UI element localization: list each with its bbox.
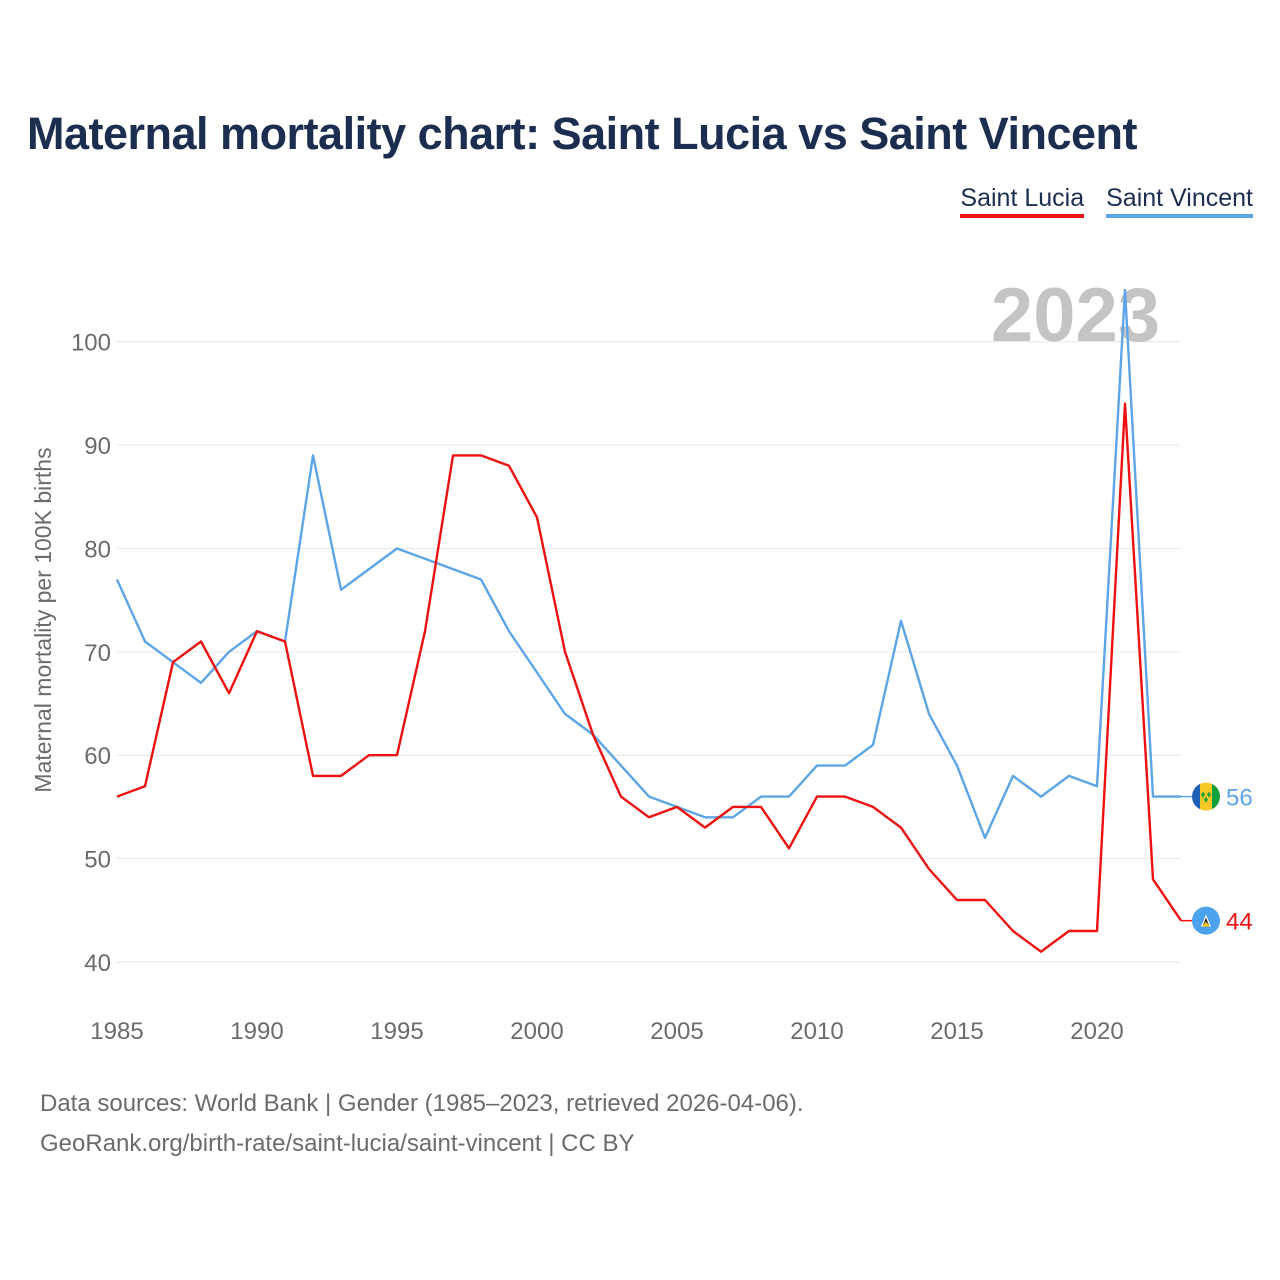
x-tick-label: 2005	[650, 1018, 703, 1045]
x-tick-label: 2015	[930, 1018, 983, 1045]
x-tick-label: 2020	[1070, 1018, 1123, 1045]
x-tick-label: 2010	[790, 1018, 843, 1045]
legend: Saint Lucia Saint Vincent	[960, 184, 1253, 218]
end-value-label: 44	[1226, 909, 1253, 936]
y-tick-label: 50	[84, 847, 111, 874]
series-line-saint-lucia	[116, 402, 1182, 953]
year-label: 2023	[991, 273, 1160, 358]
x-tick-label: 2000	[510, 1018, 563, 1045]
series-line-saint-vincent	[115, 288, 1181, 840]
saint-lucia-flag-icon	[1192, 906, 1220, 935]
y-tick-label: 80	[84, 536, 111, 563]
y-tick-label: 60	[84, 743, 111, 770]
chart-title: Maternal mortality chart: Saint Lucia vs…	[27, 108, 1137, 159]
y-tick-label: 90	[84, 433, 111, 460]
x-tick-label: 1985	[90, 1018, 143, 1045]
legend-item-saint-vincent[interactable]: Saint Vincent	[1106, 184, 1253, 218]
y-tick-label: 40	[84, 950, 111, 977]
end-value-label: 56	[1226, 785, 1253, 812]
saint-vincent-flag-icon	[1192, 782, 1220, 811]
x-tick-label: 1995	[370, 1018, 423, 1045]
legend-item-saint-lucia[interactable]: Saint Lucia	[960, 184, 1085, 218]
footer: Data sources: World Bank | Gender (1985–…	[40, 1084, 804, 1164]
y-axis-label: Maternal mortality per 100K births	[30, 447, 56, 792]
y-tick-label: 70	[84, 640, 111, 667]
footer-sources: Data sources: World Bank | Gender (1985–…	[40, 1090, 804, 1117]
x-tick-label: 1990	[230, 1018, 283, 1045]
footer-attribution: GeoRank.org/birth-rate/saint-lucia/saint…	[40, 1130, 635, 1157]
y-tick-label: 100	[71, 330, 111, 357]
